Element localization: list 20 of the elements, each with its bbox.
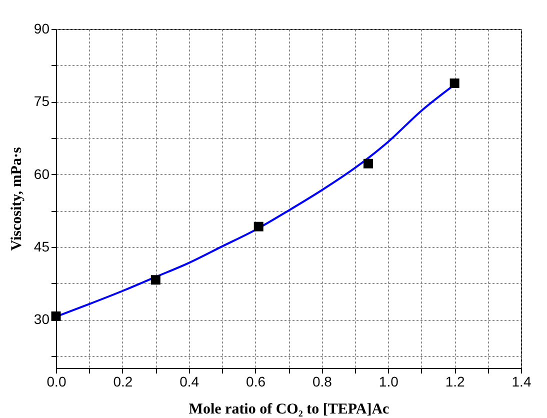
point (150, 275, 160, 285)
x-tick-label: 0.8 (312, 374, 332, 390)
x-tick-label: 1.4 (512, 374, 532, 390)
x-tick-label: 1.0 (378, 374, 399, 390)
point (363, 158, 373, 168)
y-tick-label: 75 (34, 93, 50, 110)
x-tick-label: 1.2 (445, 374, 466, 390)
y-tick-label: 60 (34, 166, 50, 182)
point (254, 222, 264, 232)
x-tick-label: 0.6 (246, 374, 266, 390)
x-tick-label: 0.4 (180, 374, 200, 390)
y-tick-label: 45 (34, 238, 50, 254)
point (450, 78, 460, 88)
y-tick-label: 90 (34, 20, 50, 36)
y-axis-title: Viscosity, mPa·s (8, 147, 25, 251)
x-axis-title: Mole ratio of CO₂ to [TEPA]Ac (188, 402, 390, 418)
y-tick-label: 30 (34, 311, 50, 328)
point (51, 311, 61, 321)
x-tick-label: 0.0 (46, 374, 66, 390)
x-tick-label: 0.2 (113, 374, 133, 390)
